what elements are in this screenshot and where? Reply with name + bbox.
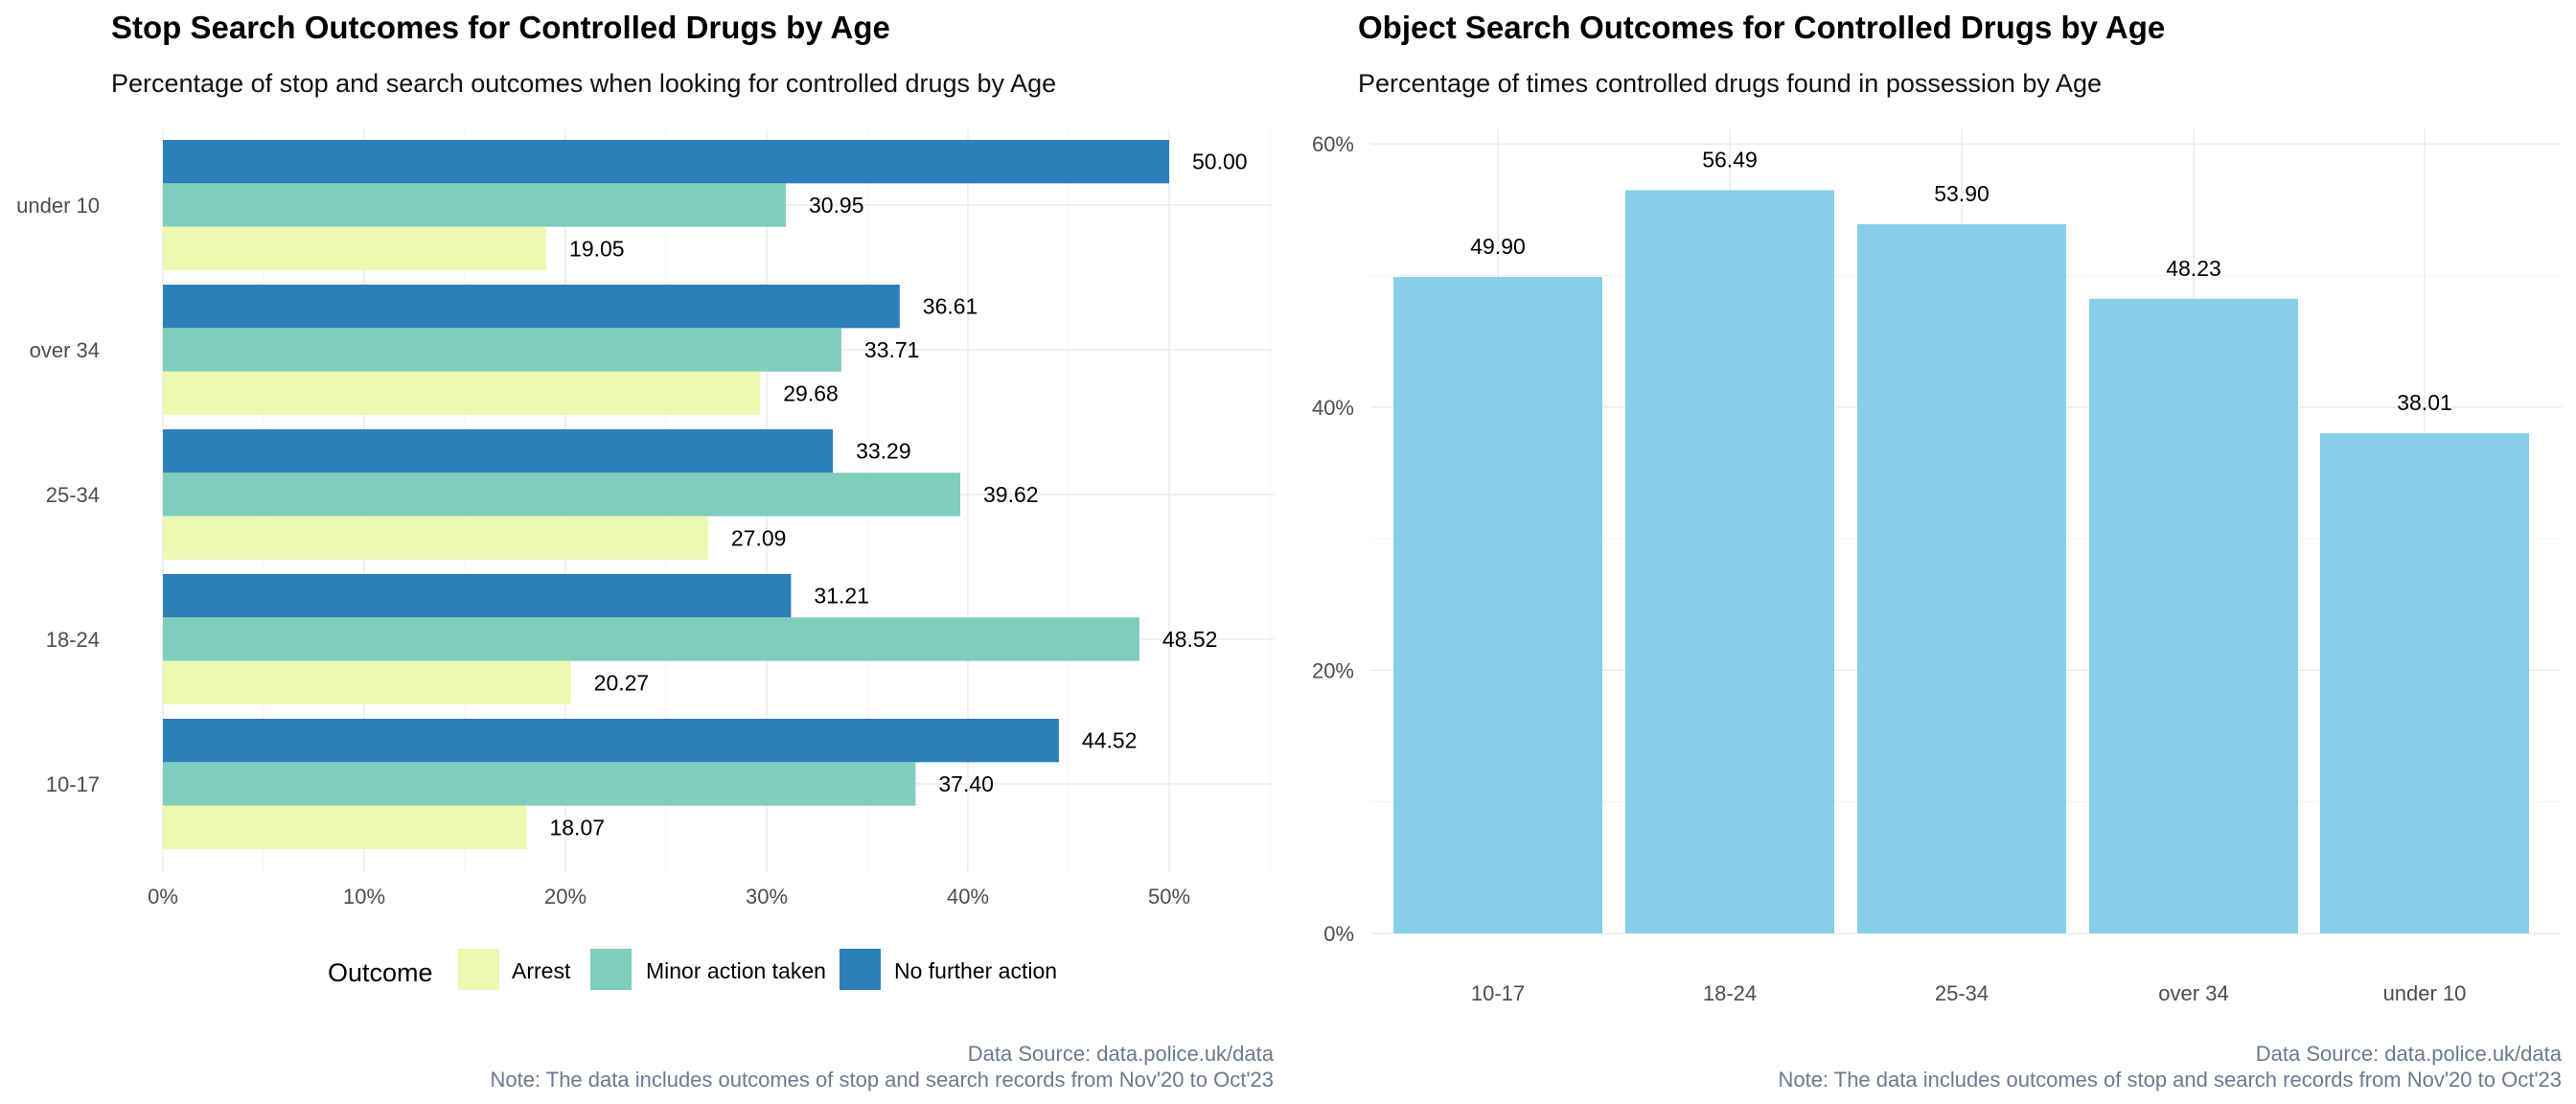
data-label: 19.05 xyxy=(569,236,625,261)
bar-under-10 xyxy=(2320,433,2529,934)
legend-key-no-further-action xyxy=(840,949,881,990)
legend-label-no-further-action: No further action xyxy=(894,958,1057,983)
bar-no-further-action-under-10 xyxy=(163,140,1169,184)
y-tick-label: 0% xyxy=(1323,922,1354,946)
object-search-chart: Object Search Outcomes for Controlled Dr… xyxy=(1312,10,2563,1092)
x-tick-label: 10-17 xyxy=(1471,981,1525,1005)
data-label: 20.27 xyxy=(594,670,650,695)
x-tick-label: under 10 xyxy=(2383,981,2467,1005)
bar-no-further-action-over-34 xyxy=(163,285,900,329)
data-label: 33.29 xyxy=(856,439,911,464)
bar-minor-action-taken-25-34 xyxy=(163,472,961,517)
y-tick-label: under 10 xyxy=(16,194,100,218)
x-tick-label: 10% xyxy=(343,885,385,908)
data-label: 38.01 xyxy=(2397,390,2452,415)
y-tick-label: 18-24 xyxy=(46,628,100,652)
data-label: 48.23 xyxy=(2166,256,2221,281)
x-tick-label: 25-34 xyxy=(1935,981,1989,1005)
x-tick-label: 50% xyxy=(1148,885,1190,908)
y-tick-label: 20% xyxy=(1312,658,1354,682)
right-chart-panel: Object Search Outcomes for Controlled Dr… xyxy=(1288,0,2576,1104)
legend-key-minor-action-taken xyxy=(590,949,632,990)
bar-minor-action-taken-over-34 xyxy=(163,328,841,372)
data-label: 18.07 xyxy=(549,815,605,840)
x-tick-label: 0% xyxy=(148,885,178,908)
bar-arrest-25-34 xyxy=(163,516,708,560)
data-label: 49.90 xyxy=(1470,234,1526,259)
bar-arrest-10-17 xyxy=(163,805,527,849)
y-tick-label: 60% xyxy=(1312,132,1354,156)
x-tick-label: 30% xyxy=(746,885,788,908)
data-label: 36.61 xyxy=(923,294,978,319)
left-chart-panel: Stop Search Outcomes for Controlled Drug… xyxy=(16,10,1275,1092)
data-label: 33.71 xyxy=(864,337,920,362)
y-tick-label: 25-34 xyxy=(46,483,100,507)
data-label: 29.68 xyxy=(783,380,839,405)
caption-source: Data Source: data.police.uk/data xyxy=(2256,1042,2563,1066)
data-label: 30.95 xyxy=(809,193,864,218)
x-tick-label: 18-24 xyxy=(1703,981,1757,1005)
caption-note: Note: The data includes outcomes of stop… xyxy=(490,1068,1274,1092)
chart-subtitle: Percentage of stop and search outcomes w… xyxy=(111,69,1056,98)
data-label: 44.52 xyxy=(1082,728,1138,753)
data-label: 37.40 xyxy=(938,771,994,796)
data-label: 56.49 xyxy=(1702,147,1758,172)
bar-no-further-action-10-17 xyxy=(163,719,1059,763)
bar-no-further-action-18-24 xyxy=(163,574,792,618)
bar-minor-action-taken-10-17 xyxy=(163,762,916,806)
bar-no-further-action-25-34 xyxy=(163,429,834,473)
legend-key-arrest xyxy=(458,949,499,990)
chart-title: Object Search Outcomes for Controlled Dr… xyxy=(1358,10,2165,45)
bar-25-34 xyxy=(1857,223,2066,933)
chart-subtitle: Percentage of times controlled drugs fou… xyxy=(1358,69,2102,98)
data-label: 48.52 xyxy=(1162,627,1218,652)
legend-label-arrest: Arrest xyxy=(512,958,571,983)
stop-search-chart: Stop Search Outcomes for Controlled Drug… xyxy=(16,10,1275,1092)
x-tick-label: 40% xyxy=(947,885,989,908)
bar-minor-action-taken-under-10 xyxy=(163,183,786,227)
x-tick-label: 20% xyxy=(544,885,586,908)
bar-10-17 xyxy=(1393,276,1602,933)
data-label: 31.21 xyxy=(814,584,869,609)
bar-minor-action-taken-18-24 xyxy=(163,617,1139,661)
bar-arrest-under-10 xyxy=(163,226,547,270)
data-label: 27.09 xyxy=(731,525,787,550)
y-tick-label: 40% xyxy=(1312,396,1354,420)
legend-title: Outcome xyxy=(328,958,433,987)
data-label: 50.00 xyxy=(1192,150,1248,174)
x-tick-label: over 34 xyxy=(2158,981,2228,1005)
y-tick-label: 10-17 xyxy=(46,772,100,796)
bar-over-34 xyxy=(2089,298,2298,933)
data-label: 53.90 xyxy=(1934,181,1990,206)
caption-note: Note: The data includes outcomes of stop… xyxy=(1778,1068,2562,1092)
bar-arrest-18-24 xyxy=(163,660,571,704)
caption-source: Data Source: data.police.uk/data xyxy=(968,1042,1275,1066)
chart-title: Stop Search Outcomes for Controlled Drug… xyxy=(111,10,890,45)
y-tick-label: over 34 xyxy=(30,338,100,362)
bar-arrest-over-34 xyxy=(163,371,761,415)
bar-18-24 xyxy=(1625,190,1834,933)
data-label: 39.62 xyxy=(983,482,1039,507)
legend-label-minor-action-taken: Minor action taken xyxy=(646,958,826,983)
